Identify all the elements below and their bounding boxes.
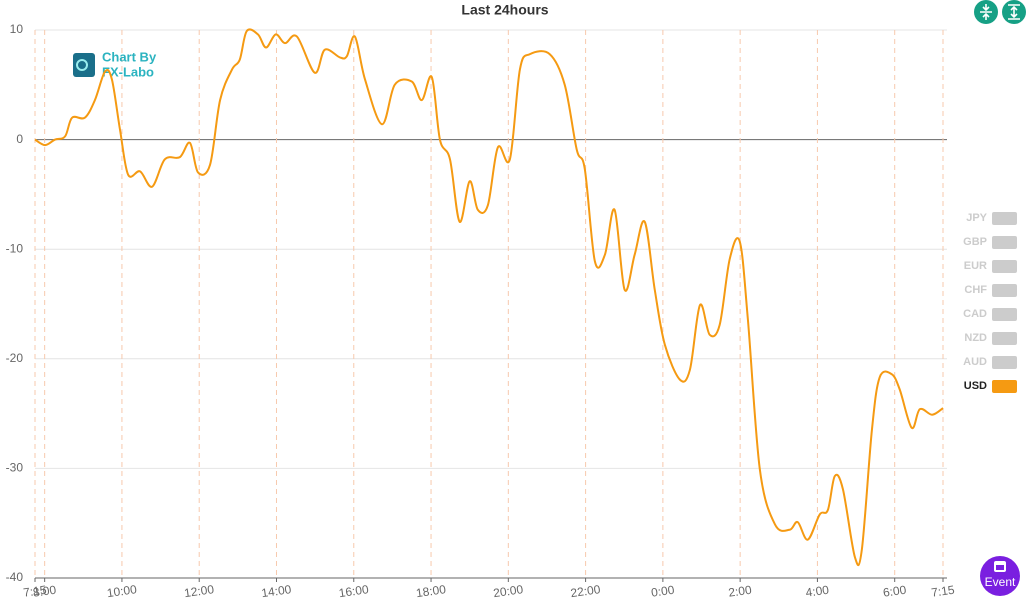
x-tick-label: 14:00	[261, 582, 293, 598]
legend-label[interactable]: CHF	[964, 284, 987, 296]
x-tick-label: 12:00	[183, 582, 215, 598]
legend-swatch	[992, 284, 1017, 297]
logo: Chart By FX-Labo	[73, 49, 157, 79]
logo-text: Chart By	[102, 49, 157, 64]
x-tick-label: 0:00	[650, 583, 675, 598]
legend-swatch	[992, 236, 1017, 249]
legend-swatch	[992, 212, 1017, 225]
legend-label[interactable]: JPY	[966, 212, 987, 224]
x-tick-label: 6:00	[882, 583, 907, 598]
logo-icon	[73, 53, 95, 77]
zoom-button[interactable]	[974, 0, 998, 24]
legend-label[interactable]: CAD	[963, 308, 987, 320]
x-tick-label: 20:00	[492, 582, 524, 598]
chart-title: Last 24hours	[461, 2, 548, 18]
line-series	[34, 28, 944, 567]
legend-label[interactable]: EUR	[964, 260, 987, 272]
expand-button[interactable]	[1002, 0, 1026, 24]
x-tick-label: 18:00	[415, 582, 447, 598]
y-tick-label: 0	[16, 132, 23, 146]
legend-swatch	[992, 308, 1017, 321]
x-tick-label: 16:00	[338, 582, 370, 598]
x-tick-label: 10:00	[106, 582, 138, 598]
x-tick-label: 7:15	[930, 583, 955, 598]
y-tick-label: -40	[6, 570, 24, 584]
y-tick-label: -20	[6, 351, 24, 365]
event-label[interactable]: Event	[985, 575, 1016, 589]
logo-glass	[76, 59, 88, 71]
y-tick-label: 10	[10, 22, 24, 36]
x-tick-label: 4:00	[805, 583, 830, 598]
legend-swatch	[992, 356, 1017, 369]
legend-swatch	[992, 332, 1017, 345]
event-button[interactable]: Event	[980, 556, 1020, 596]
legend-label[interactable]: NZD	[964, 332, 987, 344]
y-tick-label: -30	[6, 461, 24, 475]
legend-swatch	[992, 260, 1017, 273]
x-tick-label: 8:00	[32, 583, 57, 598]
legend-swatch	[992, 380, 1017, 393]
x-tick-label: 2:00	[727, 583, 752, 598]
logo-text: FX-Labo	[102, 64, 154, 79]
legend-label[interactable]: USD	[964, 380, 987, 392]
y-tick-label: -10	[6, 241, 24, 255]
legend-label[interactable]: GBP	[963, 236, 987, 248]
x-tick-label: 7:15	[22, 583, 47, 598]
x-tick-label: 22:00	[570, 582, 602, 598]
legend-label[interactable]: AUD	[963, 356, 987, 368]
